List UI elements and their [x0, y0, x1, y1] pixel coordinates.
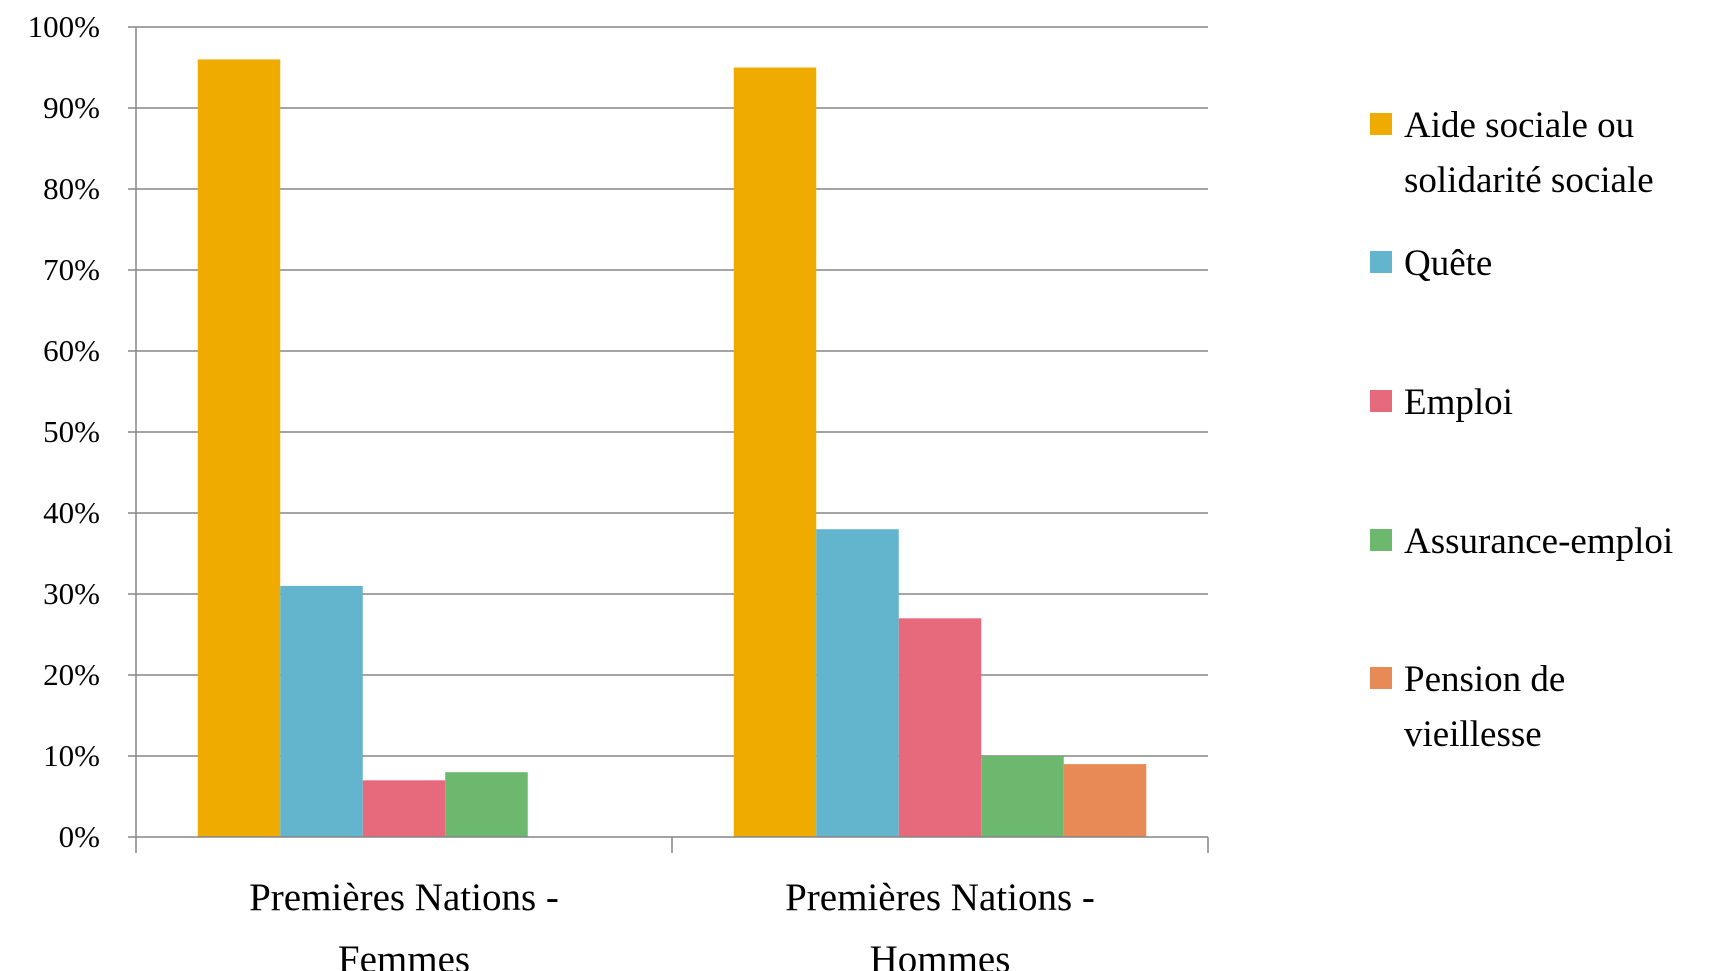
- y-tick-label: 20%: [43, 657, 100, 692]
- y-tick-label: 40%: [43, 495, 100, 530]
- bar-chart: 0% 10% 20% 30% 40% 50% 60% 70% 80% 90% 100% Premiè…: [28, 9, 1209, 971]
- legend-label-line: Pension de: [1404, 659, 1566, 700]
- axes: [128, 27, 1209, 853]
- y-tick-labels: 0% 10% 20% 30% 40% 50% 60% 70% 80% 90% 100%: [28, 9, 100, 854]
- legend-swatch: [1370, 113, 1392, 135]
- y-tick-label: 50%: [43, 414, 100, 449]
- bars: [197, 59, 1147, 837]
- legend-label: Aide sociale ou solidarité sociale: [1404, 98, 1724, 208]
- x-category-label: Premières Nations - Femmes: [249, 876, 559, 971]
- x-category-label-line: Femmes: [338, 938, 470, 971]
- bar: [362, 780, 446, 837]
- bar: [280, 585, 363, 837]
- legend-swatch: [1370, 251, 1392, 273]
- y-tick-label: 0%: [59, 819, 100, 854]
- y-tick-label: 60%: [43, 333, 100, 368]
- y-tick-label: 30%: [43, 576, 100, 611]
- y-tick-label: 80%: [43, 171, 100, 206]
- legend-item: Aide sociale ou solidarité sociale: [1370, 98, 1724, 208]
- legend-item: Assurance-emploi: [1370, 514, 1724, 569]
- legend-label-line: Aide sociale ou: [1404, 105, 1635, 146]
- x-category-label-line: Premières Nations -: [249, 876, 559, 919]
- legend-swatch: [1370, 667, 1392, 689]
- bar: [733, 67, 817, 837]
- x-category-label-line: Premières Nations -: [785, 876, 1095, 919]
- legend-swatch: [1370, 529, 1392, 551]
- legend-item: Pension de vieillesse: [1370, 652, 1724, 762]
- legend-item: Quête: [1370, 236, 1724, 291]
- legend-label: Emploi: [1404, 375, 1724, 430]
- y-tick-label: 70%: [43, 252, 100, 287]
- legend: Aide sociale ou solidarité sociale Quête Em…: [1370, 0, 1725, 971]
- bar: [981, 756, 1064, 837]
- legend-swatch: [1370, 390, 1392, 412]
- legend-label-line: vieillesse: [1404, 714, 1542, 755]
- legend-label: Pension de vieillesse: [1404, 652, 1724, 762]
- bar: [898, 618, 982, 837]
- legend-label-line: Quête: [1404, 243, 1493, 284]
- legend-label-line: Emploi: [1404, 382, 1513, 423]
- legend-label-line: Assurance-emploi: [1404, 521, 1674, 562]
- bar: [1063, 764, 1147, 837]
- legend-label: Quête: [1404, 236, 1724, 291]
- bar: [445, 772, 528, 837]
- legend-label: Assurance-emploi: [1404, 514, 1724, 569]
- y-tick-label: 90%: [43, 90, 100, 125]
- legend-label-line: solidarité sociale: [1404, 160, 1654, 201]
- x-category-label: Premières Nations - Hommes: [785, 876, 1095, 971]
- x-category-label-line: Hommes: [870, 938, 1011, 971]
- y-tick-label: 10%: [43, 738, 100, 773]
- bar: [197, 59, 281, 837]
- bar: [816, 529, 899, 837]
- legend-item: Emploi: [1370, 375, 1724, 430]
- y-tick-label: 100%: [28, 9, 100, 44]
